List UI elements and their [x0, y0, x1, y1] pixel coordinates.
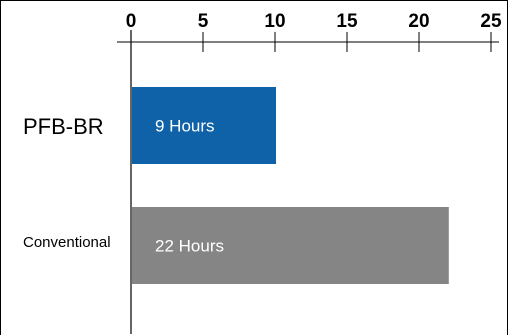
x-tick-label: 25: [480, 11, 502, 32]
x-tick-label: 20: [408, 11, 429, 32]
bar: [132, 207, 449, 284]
bar-data-label: 9 Hours: [155, 117, 215, 136]
bars: 9 Hours 22 Hours: [132, 87, 449, 284]
bar: [132, 87, 276, 164]
x-tick-label: 0: [126, 11, 137, 32]
category-label: PFB-BR: [23, 114, 104, 139]
bar-data-label: 22 Hours: [155, 237, 224, 256]
x-tick-label: 10: [264, 11, 285, 32]
x-axis: 0 5 10 15 20 25: [117, 11, 502, 334]
x-tick-label: 5: [198, 11, 209, 32]
category-label: Conventional: [23, 234, 111, 251]
x-tick-label: 15: [336, 11, 358, 32]
category-labels: PFB-BR Conventional: [23, 114, 111, 251]
